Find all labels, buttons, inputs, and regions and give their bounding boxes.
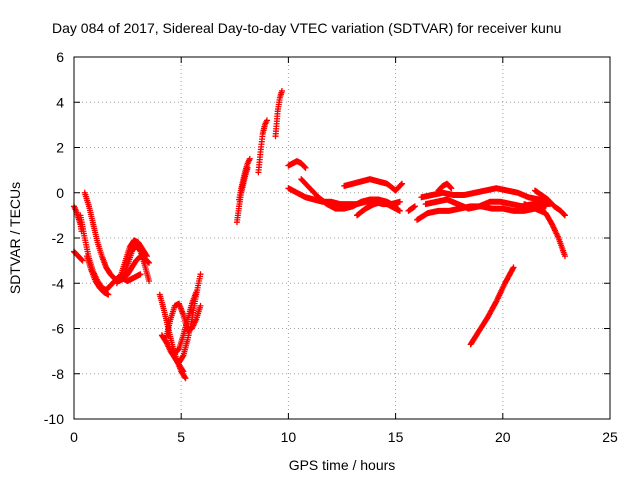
data-series [255, 117, 270, 176]
x-tick-label: 15 [388, 429, 404, 445]
y-tick-label: -10 [44, 411, 64, 427]
x-tick-label: 5 [177, 429, 185, 445]
y-tick-label: -4 [52, 275, 65, 291]
data-series [341, 176, 406, 194]
data-point-trail [272, 87, 285, 140]
data-series [467, 264, 517, 348]
data-point-trail [341, 176, 406, 194]
data-points [71, 87, 568, 382]
y-tick-labels: -10 -8 -6 -4 -2 0 2 4 6 [44, 49, 64, 427]
data-point-trail [467, 264, 517, 348]
y-axis-label: SDTVAR / TECUs [7, 182, 23, 294]
data-point-trail [418, 185, 553, 208]
data-point-trail [176, 271, 204, 366]
data-series [418, 185, 553, 208]
data-series [236, 155, 253, 203]
data-series [71, 248, 86, 264]
data-series [120, 241, 153, 284]
data-point-trail [120, 241, 153, 284]
data-point-trail [405, 203, 418, 214]
y-tick-label: -6 [52, 321, 65, 337]
plot-frame [73, 56, 611, 420]
x-tick-label: 10 [281, 429, 297, 445]
y-tick-label: -8 [52, 366, 65, 382]
x-tick-label: 20 [495, 429, 511, 445]
data-point-trail [236, 155, 253, 203]
data-series [435, 180, 455, 194]
grid-lines [73, 56, 611, 420]
data-point-trail [354, 198, 403, 219]
data-point-trail [531, 187, 568, 219]
y-tick-label: 0 [56, 185, 64, 201]
y-tick-label: 2 [56, 140, 64, 156]
y-tick-label: -2 [52, 230, 65, 246]
chart-title: Day 084 of 2017, Sidereal Day-to-day VTE… [52, 20, 561, 36]
data-point-trail [77, 212, 144, 294]
x-tick-label: 0 [70, 429, 78, 445]
y-tick-label: 4 [56, 94, 64, 110]
data-point-trail [285, 158, 309, 171]
data-series [285, 158, 309, 171]
data-series [354, 198, 403, 219]
x-tick-labels: 0 5 10 15 20 25 [70, 429, 618, 445]
data-point-trail [255, 117, 270, 176]
data-point-trail [71, 248, 86, 264]
data-series [176, 271, 204, 366]
data-point-trail [83, 253, 112, 298]
x-tick-label: 25 [602, 429, 618, 445]
data-series [83, 253, 112, 298]
data-point-trail [435, 180, 455, 194]
data-series [531, 187, 568, 219]
data-series [272, 87, 285, 140]
data-point-trail [113, 237, 150, 287]
x-axis-label: GPS time / hours [289, 457, 396, 473]
data-series [113, 237, 150, 287]
data-series [405, 203, 418, 214]
data-series [521, 201, 568, 260]
data-series [77, 212, 144, 294]
y-tick-label: 6 [56, 49, 64, 65]
data-point-trail [521, 201, 568, 260]
